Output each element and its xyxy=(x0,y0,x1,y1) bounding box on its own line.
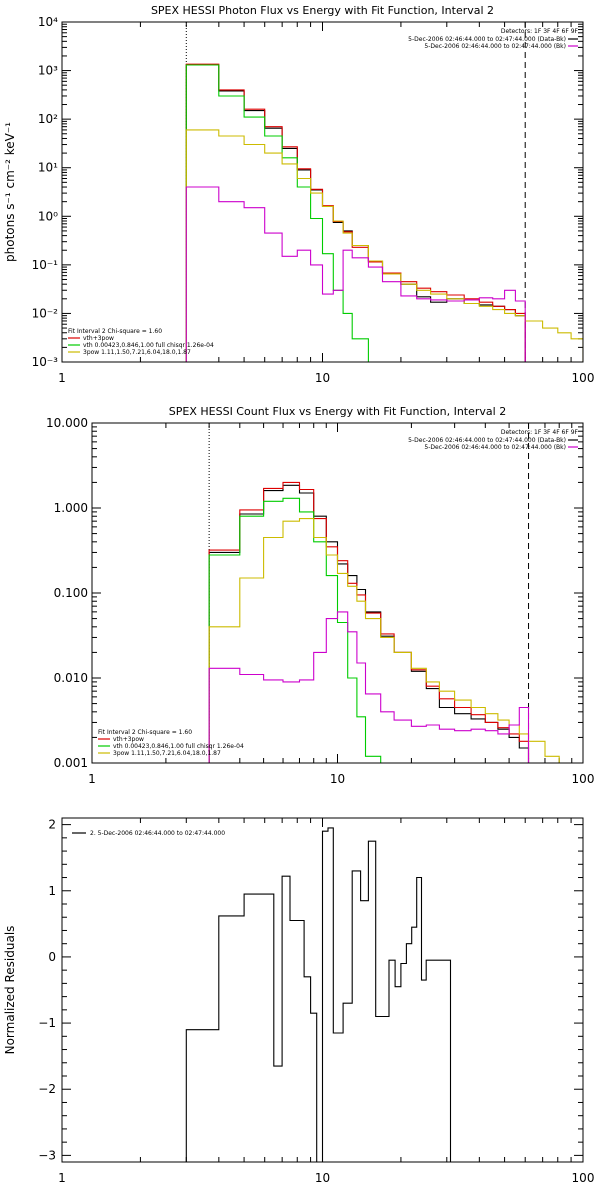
y-tick-label: −3 xyxy=(38,1148,56,1162)
y-tick-label: 10⁻² xyxy=(32,306,59,320)
legend-entry-label: vth 0.00423,0.846,1.00 full chisqr 1.26e… xyxy=(113,743,244,750)
data-series-2 xyxy=(208,497,382,763)
y-axis-label: Normalized Residuals xyxy=(3,926,17,1055)
legend-header: Fit Interval 2 Chi-square = 1.60 xyxy=(68,328,162,335)
y-tick-label: 10⁻³ xyxy=(32,355,59,369)
data-series-1 xyxy=(185,63,526,362)
legend-entry-label: 3pow 1.11,1.50,7.21,6.04,18.0,1.87 xyxy=(83,349,191,356)
x-tick-label: 1 xyxy=(88,772,96,786)
x-tick-label: 100 xyxy=(572,371,595,385)
y-tick-label: 2 xyxy=(48,818,56,832)
y-tick-label: 10⁻¹ xyxy=(32,258,59,272)
legend-entry-label: 5-Dec-2006 02:46:44.000 to 02:47:44.000 … xyxy=(424,43,566,50)
legend-entry-label: 5-Dec-2006 02:46:44.000 to 02:47:44.000 … xyxy=(424,444,566,451)
y-tick-label: 0.010 xyxy=(54,671,88,685)
data-series-1 xyxy=(208,481,530,763)
y-tick-label: 10⁰ xyxy=(38,209,58,223)
y-tick-label: 10² xyxy=(38,112,58,126)
count-flux-panel: SPEX HESSI Count Flux vs Energy with Fit… xyxy=(46,405,594,786)
chart-title: SPEX HESSI Photon Flux vs Energy with Fi… xyxy=(151,4,494,17)
legend-header: Detectors: 1F 3F 4F 6F 9F xyxy=(501,429,579,436)
x-tick-label: 10 xyxy=(330,772,345,786)
x-tick-label: 1 xyxy=(58,371,66,385)
y-tick-label: 0 xyxy=(48,950,56,964)
data-series-3 xyxy=(185,129,583,362)
plot-frame xyxy=(61,21,584,363)
plot-frame xyxy=(91,422,584,764)
y-tick-label: 1.000 xyxy=(54,501,88,515)
x-tick-label: 1 xyxy=(58,1171,66,1185)
legend-entry-label: vth+3pow xyxy=(113,736,144,743)
x-tick-label: 10 xyxy=(315,371,330,385)
x-tick-label: 100 xyxy=(572,1171,595,1185)
y-axis-label: photons s⁻¹ cm⁻² keV⁻¹ xyxy=(3,122,17,262)
y-tick-label: 0.100 xyxy=(54,586,88,600)
y-tick-label: 0.001 xyxy=(54,756,88,770)
y-tick-label: −2 xyxy=(38,1082,56,1096)
data-series-0 xyxy=(185,64,526,362)
y-tick-label: 1 xyxy=(48,884,56,898)
data-series-4 xyxy=(185,186,526,362)
legend-entry-label: 2. 5-Dec-2006 02:46:44.000 to 02:47:44.0… xyxy=(90,830,225,837)
legend-header: Fit Interval 2 Chi-square = 1.60 xyxy=(98,729,192,736)
legend-entry-label: vth 0.00423,0.846,1.00 full chisqr 1.26e… xyxy=(83,342,214,349)
plot-frame xyxy=(61,817,584,1163)
data-series-0 xyxy=(185,827,452,1162)
x-tick-label: 100 xyxy=(572,772,595,786)
y-tick-label: 10⁴ xyxy=(38,15,58,29)
data-series-0 xyxy=(208,484,530,763)
x-tick-label: 10 xyxy=(315,1171,330,1185)
legend-entry-label: 5-Dec-2006 02:46:44.000 to 02:47:44.000 … xyxy=(408,437,566,444)
y-tick-label: 10.000 xyxy=(46,416,88,430)
data-series-2 xyxy=(185,64,369,362)
y-tick-label: −1 xyxy=(38,1016,56,1030)
chart-title: SPEX HESSI Count Flux vs Energy with Fit… xyxy=(169,405,506,418)
y-tick-label: 10³ xyxy=(38,64,58,78)
photon-flux-panel: SPEX HESSI Photon Flux vs Energy with Fi… xyxy=(3,4,594,385)
legend-entry-label: 5-Dec-2006 02:46:44.000 to 02:47:44.000 … xyxy=(408,36,566,43)
residuals-panel: Normalized Residuals 1 10 100 −3 −2 −1 0 1 2 2. 5-… xyxy=(3,817,595,1185)
legend-header: Detectors: 1F 3F 4F 6F 9F xyxy=(501,28,579,35)
data-series-3 xyxy=(208,518,560,763)
y-tick-label: 10¹ xyxy=(38,161,58,175)
legend-entry-label: 3pow 1.11,1.50,7.21,6.04,18.0,1.87 xyxy=(113,750,221,757)
legend-entry-label: vth+3pow xyxy=(83,335,114,342)
data-series-4 xyxy=(208,611,530,763)
